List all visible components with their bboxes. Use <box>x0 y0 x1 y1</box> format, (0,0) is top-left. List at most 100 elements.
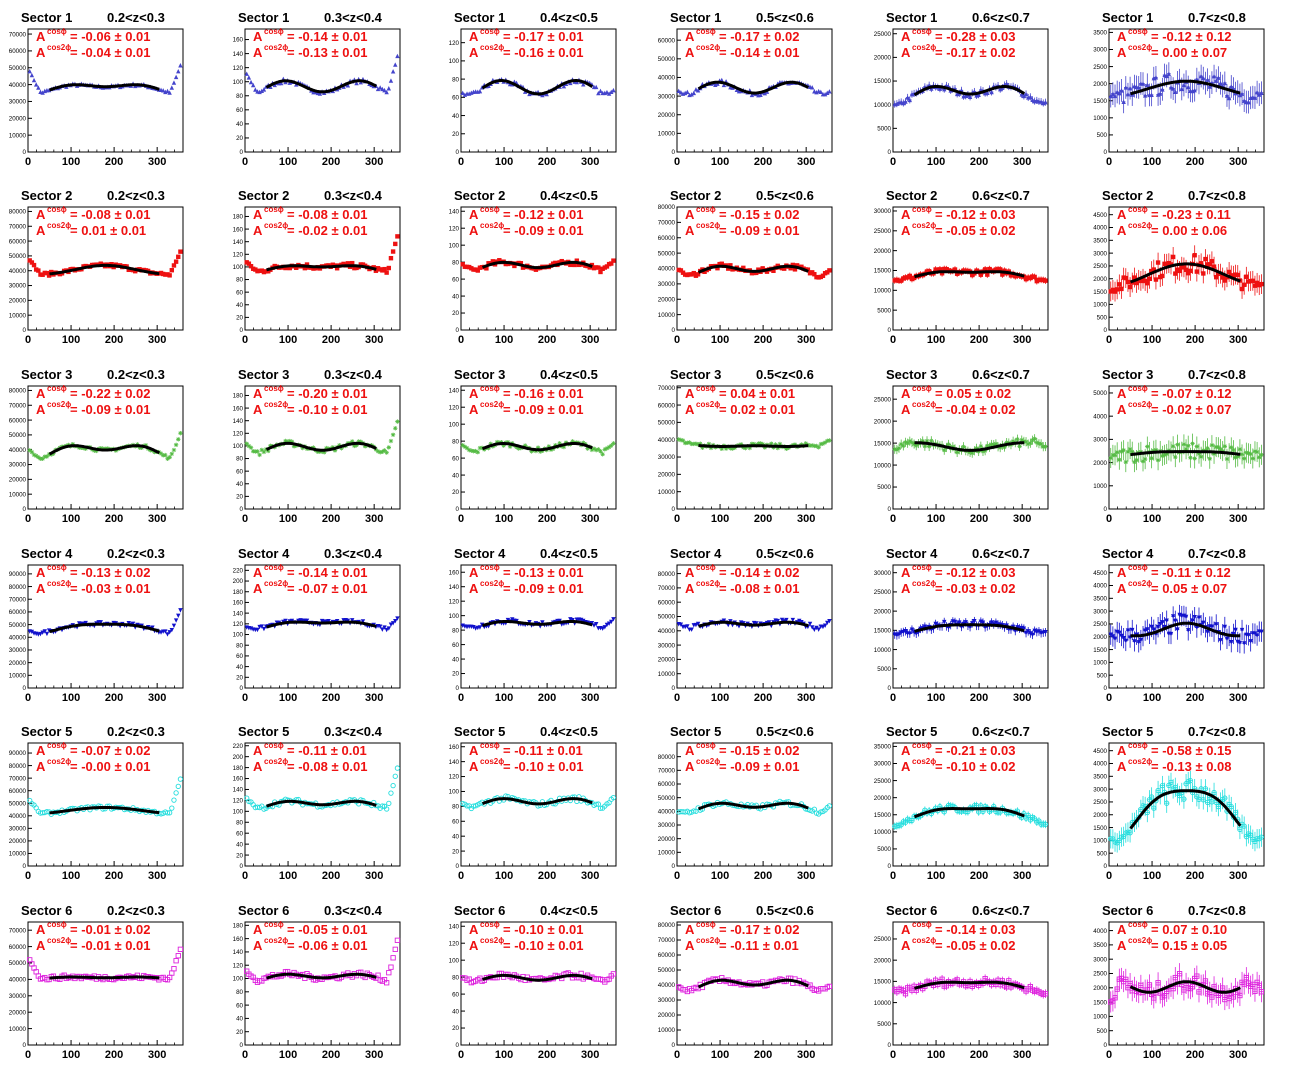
y-tick-label: 80 <box>452 76 459 83</box>
fit-curve <box>914 441 1025 452</box>
data-point <box>98 445 103 451</box>
asym-cos-value: = -0.13 ± 0.02 <box>70 565 151 580</box>
data-point <box>911 441 917 447</box>
x-tick-label: 300 <box>797 513 815 525</box>
y-tick-label: 1000 <box>1093 483 1107 490</box>
data-point <box>1194 625 1200 630</box>
data-point <box>466 447 472 453</box>
data-point <box>380 449 385 454</box>
asym-cos-superscript: cosϕ <box>264 27 284 36</box>
data-point <box>1220 275 1225 280</box>
y-tick-label: 40000 <box>658 437 676 444</box>
y-tick-label: 120 <box>449 404 460 411</box>
asym-cos-symbol: A <box>36 743 46 758</box>
data-point <box>610 794 617 801</box>
y-tick-label: 2500 <box>1093 799 1107 806</box>
x-tick-label: 0 <box>890 692 896 704</box>
asym-cos2-symbol: A <box>901 759 911 774</box>
z-bin-label: 0.3<z<0.4 <box>324 546 383 561</box>
asym-cos2-superscript: cos2ϕ <box>480 757 504 766</box>
z-bin-label: 0.4<z<0.5 <box>540 724 598 739</box>
y-tick-label: 5000 <box>877 126 891 133</box>
z-bin-label: 0.3<z<0.4 <box>324 188 383 203</box>
y-tick-label: 0 <box>456 149 460 156</box>
y-tick-label: 80 <box>236 277 243 284</box>
y-tick-label: 60 <box>236 468 243 475</box>
data-point <box>178 430 183 436</box>
data-point <box>462 444 468 449</box>
y-tick-label: 1500 <box>1093 647 1107 654</box>
data-point <box>540 620 545 625</box>
y-tick-label: 40 <box>452 113 459 120</box>
y-tick-label: 25000 <box>874 589 892 596</box>
y-tick-label: 0 <box>23 149 27 156</box>
data-point <box>905 95 910 100</box>
data-point <box>1117 457 1122 462</box>
data-point <box>388 255 394 261</box>
data-point <box>332 448 338 453</box>
data-point <box>574 258 580 263</box>
asym-cos2-symbol: A <box>253 402 263 417</box>
y-tick-label: 0 <box>23 506 27 513</box>
y-tick-label: 20000 <box>874 418 892 425</box>
data-point <box>1207 456 1212 461</box>
data-point <box>44 631 50 637</box>
data-point <box>173 259 179 264</box>
data-point <box>1119 88 1124 93</box>
x-tick-label: 0 <box>1106 513 1112 525</box>
asym-cos-superscript: cosϕ <box>696 27 716 36</box>
data-point <box>809 443 815 448</box>
y-tick-label: 60000 <box>9 609 27 616</box>
asym-cos2-value: = -0.05 ± 0.02 <box>935 223 1016 238</box>
data-point <box>246 75 252 80</box>
x-tick-label: 300 <box>148 870 166 882</box>
data-point <box>255 627 260 633</box>
data-point <box>386 626 392 631</box>
data-point <box>982 448 988 453</box>
data-point <box>1168 631 1174 637</box>
data-point <box>691 90 696 96</box>
asym-cos-value: = -0.13 ± 0.01 <box>503 565 584 580</box>
data-point <box>259 88 264 94</box>
y-tick-label: 40000 <box>658 628 676 635</box>
asym-cos2-superscript: cos2ϕ <box>480 400 504 409</box>
data-point <box>469 448 474 453</box>
data-point <box>395 616 400 621</box>
y-tick-label: 30000 <box>658 822 676 829</box>
data-point <box>345 83 351 88</box>
asym-cos2-value: = 0.00 ± 0.07 <box>1151 45 1227 60</box>
data-point <box>1147 276 1152 282</box>
y-tick-label: 30000 <box>658 93 676 100</box>
z-bin-label: 0.7<z<0.8 <box>1188 367 1246 382</box>
y-tick-label: 0 <box>23 685 27 692</box>
data-point <box>1235 454 1240 459</box>
y-tick-label: 0 <box>1104 863 1108 870</box>
z-bin-label: 0.6<z<0.7 <box>972 724 1030 739</box>
data-point <box>1110 634 1116 639</box>
data-point <box>1155 260 1161 265</box>
y-tick-label: 40000 <box>9 268 27 275</box>
asym-cos2-symbol: A <box>901 402 911 417</box>
data-point <box>1214 622 1219 627</box>
y-tick-label: 1500 <box>1093 825 1107 832</box>
asym-cos-superscript: cosϕ <box>264 384 284 393</box>
data-point <box>126 621 131 626</box>
plot-panel: Sector 1 0.4<z<0.5 0 100 200 300 0 20 40 60 80 100 1… <box>449 10 617 168</box>
data-point <box>1241 456 1247 461</box>
asym-cos-superscript: cosϕ <box>696 384 716 393</box>
data-point <box>379 803 385 809</box>
asym-cos-value: = -0.14 ± 0.02 <box>719 565 800 580</box>
x-tick-label: 200 <box>322 513 340 525</box>
data-point <box>1192 88 1197 93</box>
data-point <box>1121 447 1126 453</box>
data-point <box>44 454 50 459</box>
y-tick-label: 60 <box>452 642 459 649</box>
data-point <box>388 438 394 444</box>
x-tick-label: 300 <box>1013 870 1031 882</box>
y-tick-label: 140 <box>233 610 244 617</box>
plot-frame <box>27 564 184 689</box>
plot-frame <box>1108 385 1265 510</box>
data-point <box>1140 459 1146 464</box>
data-point <box>1181 796 1187 802</box>
data-point <box>1108 632 1113 637</box>
